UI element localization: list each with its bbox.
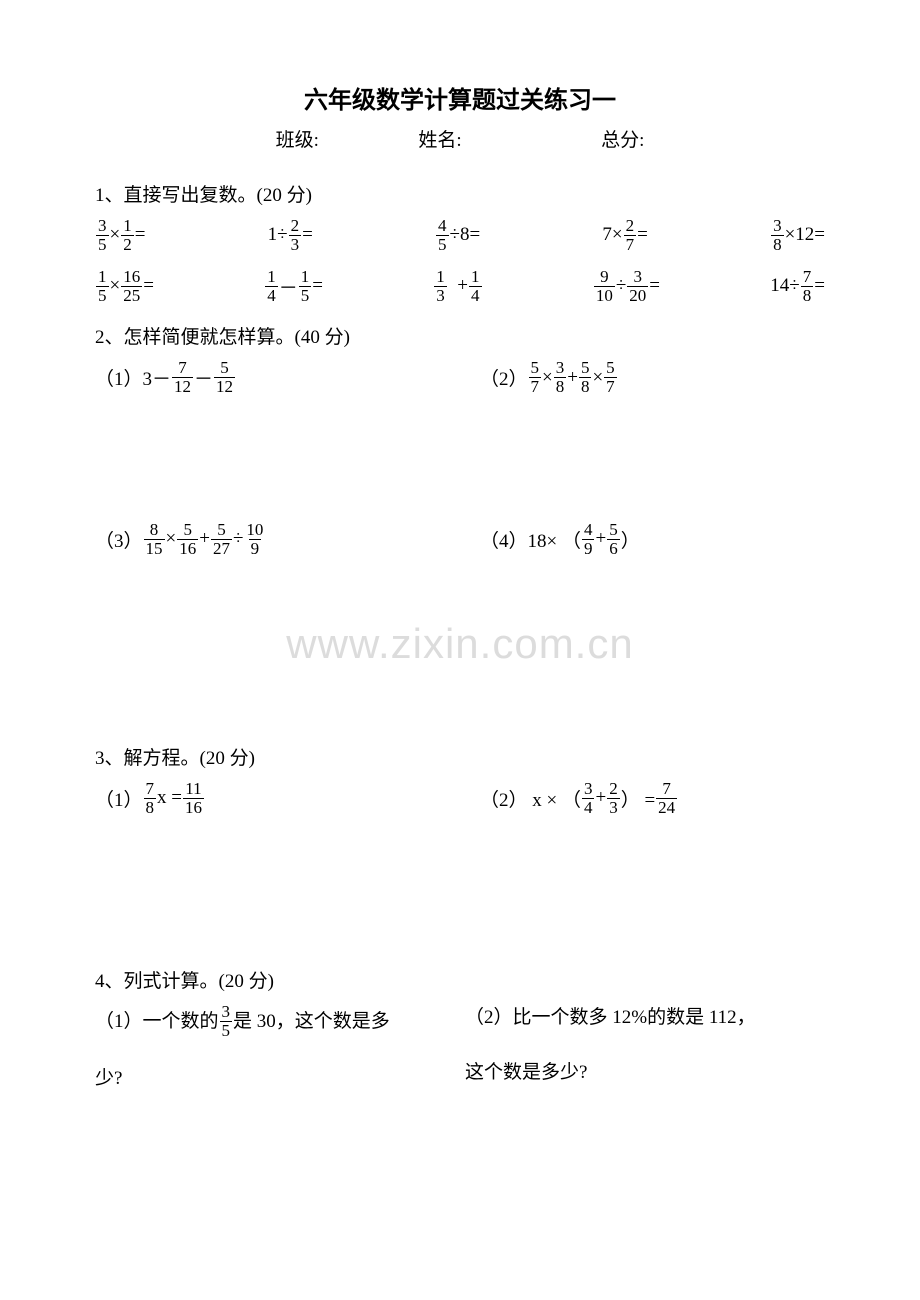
section3-heading: 3、解方程。(20 分): [95, 743, 825, 770]
expr-1-3: 45 ÷8=: [435, 217, 480, 254]
expr-1-4: 7× 27 =: [602, 217, 647, 254]
page-title: 六年级数学计算题过关练习一: [95, 80, 825, 115]
expr-2-1: 15 × 1625 =: [95, 268, 154, 305]
section1-row1: 35 × 12 = 1÷ 23 = 45 ÷8= 7× 27 = 38 ×12=: [95, 217, 825, 254]
worksheet-page: 六年级数学计算题过关练习一 班级: 姓名: 总分: 1、直接写出复数。(20 分…: [0, 0, 920, 1140]
section2-p1: （1）3－ 712 － 512: [95, 359, 440, 396]
expr-2-2: 14 － 15 =: [264, 268, 323, 305]
section4-heading: 4、列式计算。(20 分): [95, 966, 825, 993]
expr-2-4: 910 ÷ 320 =: [593, 268, 660, 305]
expr-1-5: 38 ×12=: [770, 217, 825, 254]
section3-row: （1） 78 x = 1116 （2） x × （ 34 + 23 ） = 72…: [95, 780, 825, 817]
section1-row2: 15 × 1625 = 14 － 15 = 13 + 14 910 ÷ 320 …: [95, 268, 825, 305]
section4-p1: （1）一个数的 35 是 30，这个数是多 少?: [95, 1003, 455, 1099]
expr-2-5: 14÷ 78 =: [770, 268, 825, 305]
section4-row: （1）一个数的 35 是 30，这个数是多 少? （2）比一个数多 12%的数是…: [95, 1003, 825, 1099]
section2-heading: 2、怎样简便就怎样算。(40 分): [95, 322, 825, 349]
section3-p2: （2） x × （ 34 + 23 ） = 724: [440, 780, 825, 817]
class-label: 班级:: [276, 125, 319, 152]
expr-2-3: 13 + 14: [433, 268, 482, 305]
section2-row1: （1）3－ 712 － 512 （2） 57 × 38 + 58 × 57: [95, 359, 825, 396]
section2-p4: （4）18× （ 49 + 56 ）: [440, 521, 825, 558]
expr-1-1: 35 × 12 =: [95, 217, 145, 254]
info-line: 班级: 姓名: 总分:: [95, 125, 825, 152]
name-label: 姓名:: [418, 125, 461, 152]
section3-p1: （1） 78 x = 1116: [95, 780, 440, 817]
section2-row2: （3） 815 × 516 + 527 ÷ 109 （4）18× （ 49 + …: [95, 521, 825, 558]
section4-p2: （2）比一个数多 12%的数是 112， 这个数是多少?: [455, 1003, 825, 1099]
expr-1-2: 1÷ 23 =: [268, 217, 313, 254]
score-label: 总分:: [601, 125, 644, 152]
section2-p3: （3） 815 × 516 + 527 ÷ 109: [95, 521, 440, 558]
section1-heading: 1、直接写出复数。(20 分): [95, 180, 825, 207]
section2-p2: （2） 57 × 38 + 58 × 57: [440, 359, 825, 396]
